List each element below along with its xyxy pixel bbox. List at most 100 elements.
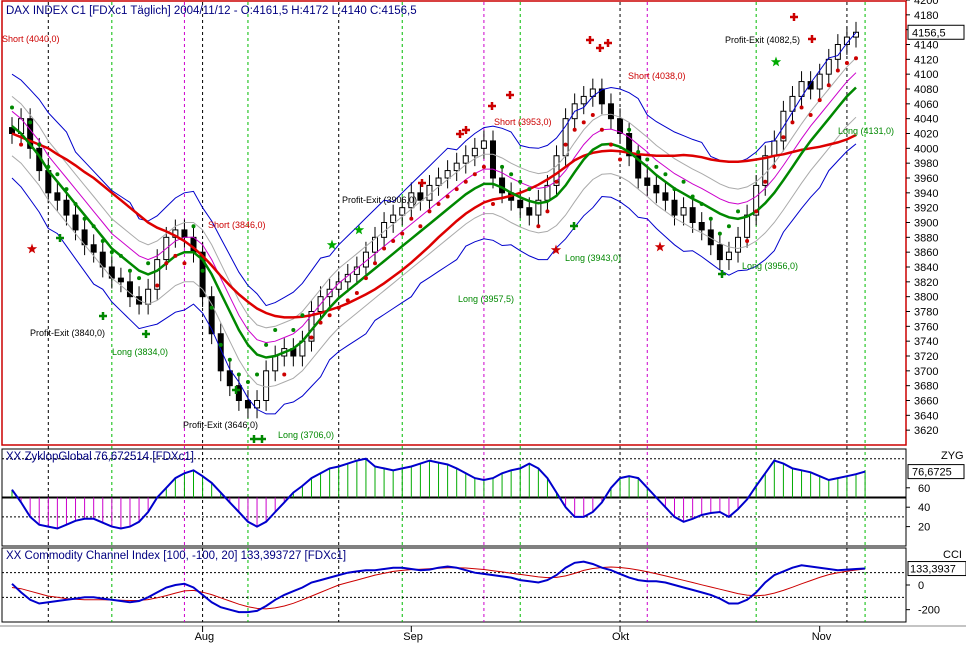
sar-dot [481, 164, 486, 169]
candle-body [725, 251, 732, 261]
sar-dot [209, 305, 214, 310]
candle-body [154, 259, 161, 290]
candle-body [626, 133, 633, 157]
sar-dot [454, 187, 459, 192]
sar-dot [300, 313, 305, 318]
price-ytick-label: 3620 [914, 425, 938, 437]
sar-dot [309, 335, 314, 340]
price-ytick-label: 3840 [914, 262, 938, 274]
signal-star-5 [770, 56, 782, 67]
sar-dot [46, 164, 51, 169]
candle-body [408, 192, 415, 209]
candle-body [263, 370, 270, 402]
candle-body [635, 155, 642, 179]
trade-annotation-6: Profit-Exit (3906,0) [342, 195, 417, 205]
sar-dot [118, 253, 123, 258]
month-label-Sep: Sep [403, 631, 423, 643]
sar-dot [826, 83, 831, 88]
price-ytick-label: 3700 [914, 366, 938, 378]
price-ytick-label: 4000 [914, 143, 938, 155]
candle-body [272, 355, 279, 372]
signal-cross-16 [570, 222, 578, 230]
price-ytick-label: 3980 [914, 158, 938, 170]
sar-dot [654, 164, 659, 169]
sar-dot [563, 142, 568, 147]
sar-dot [472, 172, 477, 177]
candle-body [607, 103, 614, 120]
sar-dot [55, 172, 60, 177]
candle-body [390, 214, 397, 223]
signal-cross-15 [99, 312, 107, 320]
lower-band-line [11, 143, 857, 415]
cci-ytick-label: -200 [918, 605, 940, 617]
sar-dot [164, 261, 169, 266]
sar-dot [636, 150, 641, 155]
signal-cross-13 [250, 435, 258, 443]
sar-dot [763, 179, 768, 184]
sar-dot [28, 120, 33, 125]
sar-dot [82, 216, 87, 221]
sar-dot [146, 261, 151, 266]
trade-annotation-10: Short (4038,0) [628, 71, 686, 81]
sar-dot [273, 328, 278, 333]
candle-body [735, 236, 742, 253]
candle-body [753, 184, 760, 216]
candle-body [744, 214, 751, 238]
sar-dot [835, 68, 840, 73]
sar-dot [100, 239, 105, 244]
candle-body [853, 31, 859, 38]
price-ytick-label: 3960 [914, 173, 938, 185]
upper-band-line [11, 32, 857, 307]
signal-star-0 [26, 243, 38, 254]
price-ytick-label: 3640 [914, 410, 938, 422]
candle-body [689, 207, 696, 224]
signal-star-4 [353, 224, 365, 235]
signal-star-3 [326, 239, 338, 250]
sar-dot [200, 268, 205, 273]
sar-dot [191, 224, 196, 229]
upper-inner-band-line [11, 57, 857, 329]
price-ytick-label: 3800 [914, 292, 938, 304]
cci-chart-title: XX Commodity Channel Index [100, -100, 2… [6, 550, 346, 562]
sar-dot [400, 231, 405, 236]
price-ytick-label: 3920 [914, 203, 938, 215]
sar-dot [245, 379, 250, 384]
price-ytick-label: 3740 [914, 336, 938, 348]
candle-body [517, 199, 524, 209]
signal-cross-17 [718, 270, 726, 278]
candle-body [399, 207, 406, 216]
candle-body [716, 244, 723, 261]
candle-body [535, 199, 542, 216]
candle-body [471, 147, 478, 157]
sar-dot [91, 224, 96, 229]
sma-green-line [11, 86, 857, 359]
price-ytick-label: 4060 [914, 99, 938, 111]
price-ytick-label: 3680 [914, 381, 938, 393]
price-ytick-label: 3860 [914, 247, 938, 259]
candle-body [244, 400, 251, 409]
sar-dot [73, 201, 78, 206]
sar-dot [736, 209, 741, 214]
signal-star-2 [550, 244, 562, 255]
cci-panel [1, 547, 907, 623]
signal-cross-2 [488, 102, 496, 110]
month-label-Nov: Nov [812, 631, 832, 643]
candle-body [526, 207, 533, 216]
candle-body [644, 177, 651, 186]
candle-body [372, 236, 379, 253]
candle-body [562, 118, 569, 157]
sar-dot [599, 127, 604, 132]
zyklop-panel-label: ZYG [941, 450, 964, 462]
trade-annotation-1: Profit-Exit (3840,0) [30, 328, 105, 338]
signal-cross-9 [808, 35, 816, 43]
sar-dot [327, 313, 332, 318]
candle-body [126, 281, 133, 298]
price-ytick-label: 3880 [914, 232, 938, 244]
zyklop-chart-title: XX ZyklopGlobal 76,672514 [FDXc1] [6, 451, 194, 463]
sar-dot [690, 194, 695, 199]
signal-cross-1 [462, 126, 470, 134]
price-ytick-label: 3900 [914, 218, 938, 230]
candle-body [489, 140, 496, 179]
